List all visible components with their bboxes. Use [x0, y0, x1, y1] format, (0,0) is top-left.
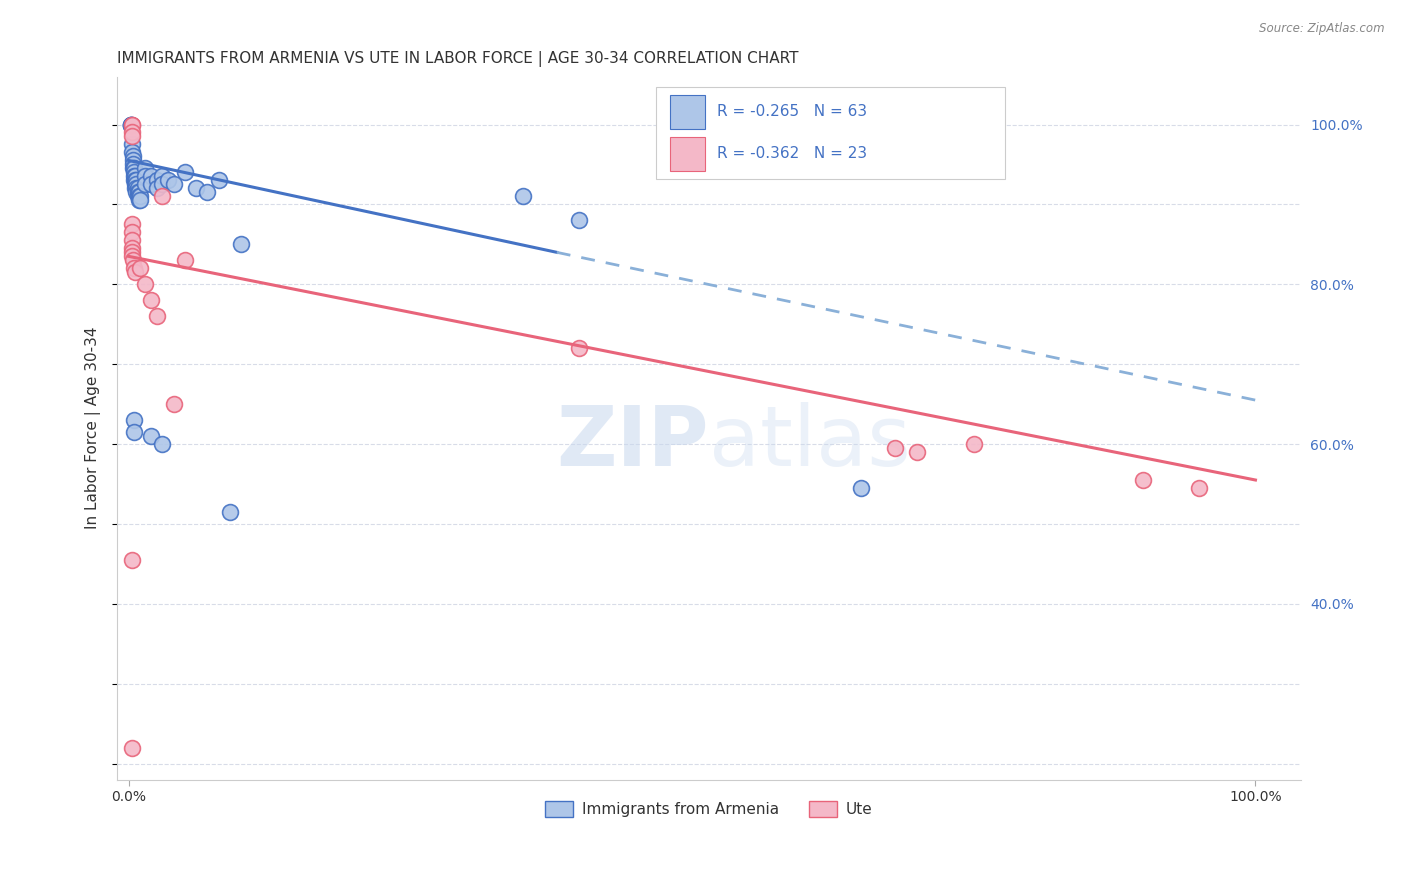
Point	[122, 153, 145, 168]
FancyBboxPatch shape	[655, 87, 1005, 178]
Point	[145, 181, 167, 195]
Point	[963, 437, 986, 451]
Point	[121, 118, 143, 132]
Point	[124, 181, 146, 195]
Point	[173, 253, 195, 268]
Point	[127, 186, 149, 200]
Point	[139, 429, 162, 443]
Point	[128, 194, 150, 208]
Point	[905, 445, 928, 459]
Text: IMMIGRANTS FROM ARMENIA VS UTE IN LABOR FORCE | AGE 30-34 CORRELATION CHART: IMMIGRANTS FROM ARMENIA VS UTE IN LABOR …	[117, 51, 799, 67]
Text: atlas: atlas	[709, 401, 911, 483]
Point	[124, 173, 146, 187]
Point	[120, 118, 142, 132]
Point	[197, 186, 219, 200]
Point	[121, 233, 143, 247]
Point	[128, 194, 150, 208]
Point	[186, 181, 208, 195]
Point	[128, 189, 150, 203]
FancyBboxPatch shape	[669, 137, 706, 170]
Point	[134, 178, 156, 192]
Point	[125, 173, 148, 187]
Text: Source: ZipAtlas.com: Source: ZipAtlas.com	[1260, 22, 1385, 36]
Point	[134, 169, 156, 184]
Point	[219, 505, 242, 519]
Point	[121, 241, 143, 255]
Point	[120, 118, 142, 132]
Point	[1188, 481, 1211, 495]
Point	[156, 173, 179, 187]
Point	[145, 173, 167, 187]
FancyBboxPatch shape	[669, 95, 706, 128]
Point	[122, 413, 145, 427]
Point	[139, 178, 162, 192]
Point	[150, 437, 173, 451]
Point	[128, 189, 150, 203]
Point	[122, 425, 145, 439]
Text: ZIP: ZIP	[557, 401, 709, 483]
Point	[121, 740, 143, 755]
Point	[122, 161, 145, 176]
Point	[124, 178, 146, 192]
Point	[121, 218, 143, 232]
Point	[122, 261, 145, 276]
Point	[231, 237, 253, 252]
Point	[139, 169, 162, 184]
Point	[150, 189, 173, 203]
Y-axis label: In Labor Force | Age 30-34: In Labor Force | Age 30-34	[86, 326, 101, 529]
Point	[134, 161, 156, 176]
Point	[150, 178, 173, 192]
Point	[124, 169, 146, 184]
Point	[120, 118, 142, 132]
Point	[127, 189, 149, 203]
Point	[122, 157, 145, 171]
Point	[568, 341, 591, 355]
Point	[121, 145, 143, 160]
Point	[128, 261, 150, 276]
Point	[127, 181, 149, 195]
Point	[208, 173, 231, 187]
Point	[1132, 473, 1154, 487]
Text: R = -0.362   N = 23: R = -0.362 N = 23	[717, 146, 868, 161]
Point	[122, 165, 145, 179]
Point	[120, 118, 142, 132]
Point	[128, 186, 150, 200]
Point	[122, 161, 145, 176]
Point	[121, 553, 143, 567]
Point	[883, 441, 905, 455]
Point	[849, 481, 872, 495]
Point	[139, 293, 162, 308]
Point	[568, 213, 591, 227]
Point	[134, 277, 156, 292]
Point	[125, 186, 148, 200]
Point	[121, 126, 143, 140]
Point	[122, 253, 145, 268]
Point	[512, 189, 534, 203]
Point	[121, 245, 143, 260]
Point	[122, 173, 145, 187]
Point	[122, 149, 145, 163]
Point	[121, 249, 143, 263]
Point	[121, 137, 143, 152]
Point	[125, 181, 148, 195]
Point	[173, 165, 195, 179]
Point	[121, 225, 143, 239]
Point	[121, 129, 143, 144]
Legend: Immigrants from Armenia, Ute: Immigrants from Armenia, Ute	[537, 793, 880, 825]
Text: R = -0.265   N = 63: R = -0.265 N = 63	[717, 104, 868, 120]
Point	[124, 265, 146, 279]
Point	[145, 310, 167, 324]
Point	[121, 118, 143, 132]
Point	[125, 178, 148, 192]
Point	[162, 178, 184, 192]
Point	[162, 397, 184, 411]
Point	[150, 169, 173, 184]
Point	[122, 169, 145, 184]
